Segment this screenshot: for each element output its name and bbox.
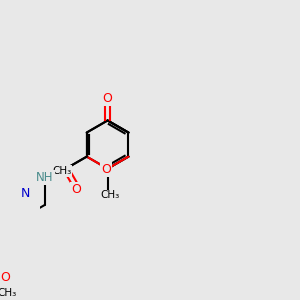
Text: CH₃: CH₃ <box>52 166 71 176</box>
Text: O: O <box>101 163 111 176</box>
Text: CH₃: CH₃ <box>100 190 120 200</box>
Text: N: N <box>20 187 30 200</box>
Text: O: O <box>0 271 10 284</box>
Text: NH: NH <box>36 171 54 184</box>
Text: O: O <box>71 183 81 196</box>
Text: CH₃: CH₃ <box>0 288 16 298</box>
Text: O: O <box>103 92 112 105</box>
